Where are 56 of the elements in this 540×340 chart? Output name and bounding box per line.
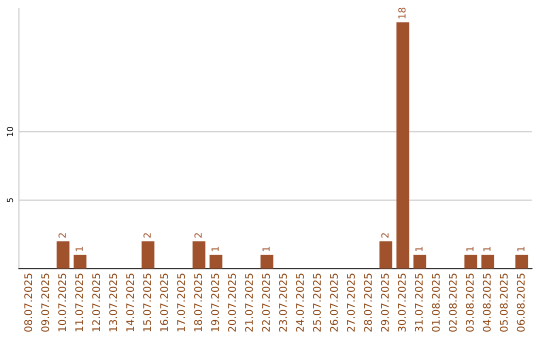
data-label: 2: [58, 233, 66, 238]
x-tick-label: 28.07.2025: [364, 274, 372, 332]
data-label: 1: [76, 246, 83, 252]
bar: [379, 241, 392, 269]
x-tick-label: 31.07.2025: [414, 274, 423, 332]
data-label: 1: [262, 246, 270, 252]
x-tick-label: 11.07.2025: [75, 274, 84, 332]
x-tick-label: 26.07.2025: [330, 274, 338, 332]
x-tick-label: 22.07.2025: [262, 274, 270, 332]
x-tick-label: 01.08.2025: [432, 274, 440, 332]
x-tick-label: 23.07.2025: [279, 274, 287, 332]
x-tick-label: 12.07.2025: [92, 274, 100, 332]
bar: [481, 254, 494, 269]
y-tick-label: 5: [6, 198, 14, 202]
x-tick-label: 21.07.2025: [245, 274, 253, 332]
x-tick-label: 15.07.2025: [143, 274, 152, 332]
data-label: 1: [517, 246, 524, 252]
x-tick-label: 19.07.2025: [211, 274, 219, 332]
x-tick-label: 06.08.2025: [516, 274, 525, 332]
x-tick-label: 27.07.2025: [346, 274, 355, 332]
x-tick-label: 02.08.2025: [448, 274, 457, 332]
x-tick-label: 29.07.2025: [380, 274, 389, 332]
x-tick-label: 25.07.2025: [313, 274, 321, 332]
data-label: 1: [415, 246, 422, 252]
x-tick-label: 14.07.2025: [126, 274, 134, 332]
data-label: 2: [194, 233, 202, 238]
data-label: 1: [212, 246, 219, 252]
bar: [260, 254, 274, 269]
x-tick-label: 08.07.2025: [24, 274, 32, 332]
data-label: 1: [483, 246, 490, 252]
x-tick-label: 10.07.2025: [58, 274, 66, 332]
data-label: 18: [398, 8, 406, 18]
bar: [396, 22, 410, 269]
bar: [515, 254, 528, 269]
data-label: 1: [466, 246, 474, 252]
bar: [210, 254, 222, 269]
x-tick-label: 24.07.2025: [296, 274, 304, 332]
x-tick-label: 20.07.2025: [228, 274, 236, 332]
x-tick-label: 13.07.2025: [109, 274, 118, 332]
bar: [142, 241, 154, 269]
x-tick-label: 04.08.2025: [482, 274, 491, 332]
x-tick-label: 16.07.2025: [160, 274, 168, 332]
x-tick-label: 30.07.2025: [398, 274, 406, 332]
data-label: 2: [143, 233, 151, 238]
x-tick-label: 03.08.2025: [466, 274, 474, 332]
bar: [413, 254, 426, 269]
bar: [192, 241, 206, 269]
data-label: 2: [381, 233, 388, 238]
y-tick-label: 10: [6, 126, 14, 136]
x-tick-label: 05.08.2025: [500, 274, 508, 332]
x-tick-label: 17.07.2025: [177, 274, 185, 332]
x-tick-label: 18.07.2025: [194, 274, 202, 332]
bar: [56, 241, 70, 269]
x-tick-label: 09.07.2025: [41, 274, 50, 332]
bar: [464, 254, 478, 269]
bar: [74, 254, 86, 269]
